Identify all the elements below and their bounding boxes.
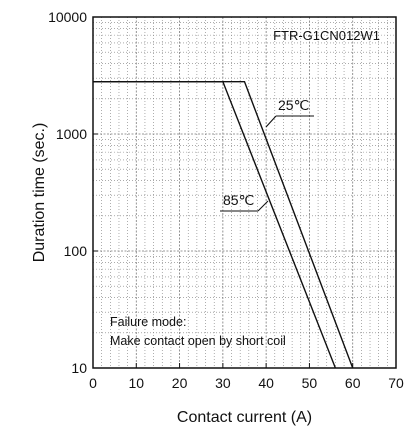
y-tick-label: 1000 [56,126,87,142]
x-axis-title: Contact current (A) [177,409,312,426]
x-tick-label: 30 [215,375,231,391]
annotation-failure-mode: Failure mode: [110,315,186,329]
x-tick-label: 50 [302,375,318,391]
plot-background [93,17,396,368]
series-label-leader [257,200,269,212]
series-line-1 [93,80,337,369]
y-tick-label: 100 [64,243,88,259]
series-label-1: 85℃ [223,192,254,208]
x-tick-label: 20 [172,375,188,391]
series-label-leader [265,115,277,128]
model-label: FTR-G1CN012W1 [273,28,380,43]
x-tick-label: 10 [128,375,144,391]
grid-layer [93,17,396,368]
x-tick-label: 0 [89,375,97,391]
plot-frame [92,16,397,369]
y-tick-label: 10 [71,360,87,376]
series-label-0: 25℃ [278,97,309,113]
annotation-failure-description: Make contact open by short coil [110,334,286,348]
x-tick-label: 60 [345,375,361,391]
y-axis-title: Duration time (sec.) [31,123,48,263]
x-tick-label: 70 [388,375,404,391]
series-layer [93,80,354,369]
y-tick-label: 10000 [48,9,87,25]
label-layer: 25℃ 85℃ Contact current (A) Duration time (… [31,28,380,426]
x-tick-label: 40 [258,375,274,391]
